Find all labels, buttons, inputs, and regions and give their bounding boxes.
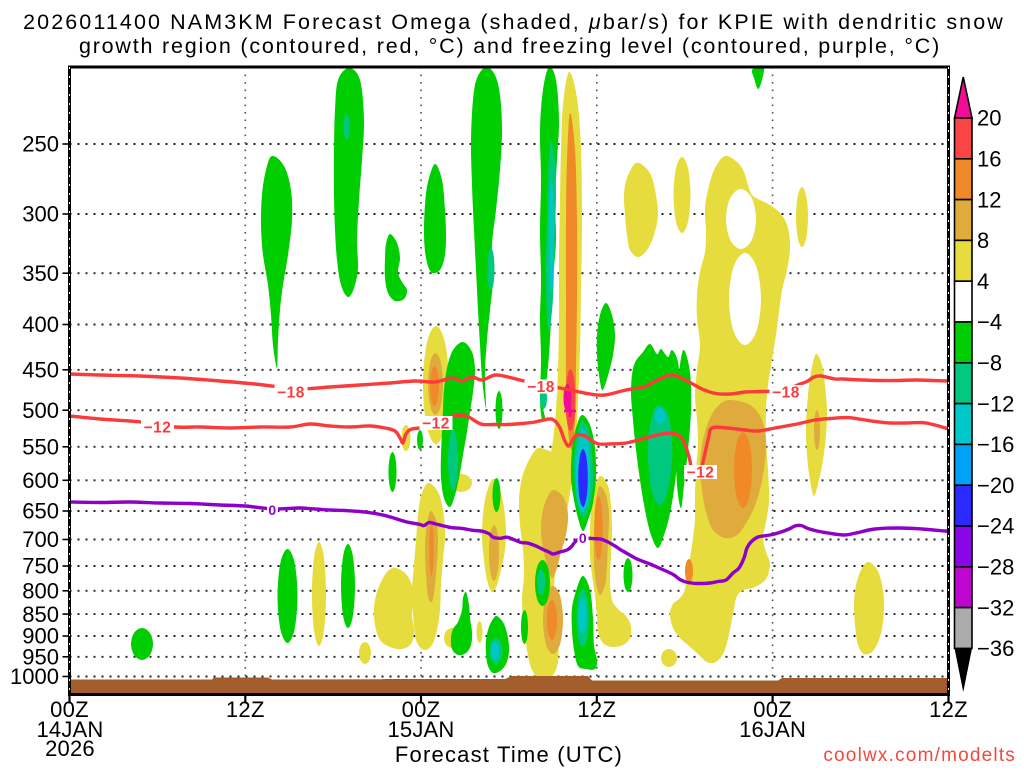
- svg-text:1000: 1000: [10, 664, 59, 689]
- svg-text:−12: −12: [422, 416, 450, 433]
- svg-text:−36: −36: [977, 636, 1014, 661]
- svg-text:300: 300: [22, 202, 59, 227]
- svg-text:−12: −12: [977, 391, 1014, 416]
- svg-text:350: 350: [22, 261, 59, 286]
- svg-text:12Z: 12Z: [577, 697, 616, 722]
- svg-text:00Z: 00Z: [402, 697, 441, 722]
- svg-text:0: 0: [579, 530, 587, 546]
- svg-text:2026: 2026: [45, 736, 95, 761]
- svg-text:−28: −28: [977, 555, 1014, 580]
- svg-text:00Z: 00Z: [50, 697, 89, 722]
- svg-text:−18: −18: [772, 385, 800, 402]
- svg-text:250: 250: [22, 132, 59, 157]
- svg-text:Forecast Time (UTC): Forecast Time (UTC): [395, 742, 623, 767]
- svg-text:850: 850: [22, 602, 59, 627]
- svg-text:12Z: 12Z: [226, 697, 265, 722]
- svg-text:−12: −12: [144, 420, 172, 437]
- svg-text:4: 4: [977, 269, 989, 294]
- svg-text:14JAN: 14JAN: [36, 717, 103, 742]
- svg-text:750: 750: [22, 554, 59, 579]
- svg-text:700: 700: [22, 527, 59, 552]
- svg-text:−4: −4: [977, 310, 1002, 335]
- svg-text:0: 0: [268, 502, 276, 518]
- svg-text:−16: −16: [977, 432, 1014, 457]
- svg-text:2026011400 NAM3KM Forecast Ome: 2026011400 NAM3KM Forecast Omega (shaded…: [23, 10, 1005, 34]
- svg-text:12Z: 12Z: [929, 697, 968, 722]
- svg-text:−32: −32: [977, 595, 1014, 620]
- svg-text:450: 450: [22, 358, 59, 383]
- svg-text:−20: −20: [977, 473, 1014, 498]
- svg-text:550: 550: [22, 435, 59, 460]
- svg-text:15JAN: 15JAN: [387, 717, 454, 742]
- svg-text:600: 600: [22, 468, 59, 493]
- svg-text:−8: −8: [977, 351, 1002, 376]
- svg-text:growth region (contoured, red,: growth region (contoured, red, °C) and f…: [79, 34, 941, 58]
- svg-text:950: 950: [22, 645, 59, 670]
- svg-text:800: 800: [22, 579, 59, 604]
- svg-text:900: 900: [22, 624, 59, 649]
- svg-text:20: 20: [977, 106, 1001, 131]
- svg-text:−18: −18: [277, 385, 305, 402]
- svg-text:16: 16: [977, 147, 1001, 172]
- svg-text:coolwx.com/modelts: coolwx.com/modelts: [823, 745, 1016, 766]
- svg-text:500: 500: [22, 398, 59, 423]
- svg-text:650: 650: [22, 499, 59, 524]
- svg-text:16JAN: 16JAN: [739, 717, 806, 742]
- svg-text:−24: −24: [977, 514, 1014, 539]
- svg-text:−12: −12: [687, 465, 715, 482]
- svg-text:00Z: 00Z: [753, 697, 792, 722]
- svg-text:8: 8: [977, 228, 989, 253]
- svg-text:400: 400: [22, 312, 59, 337]
- svg-text:−18: −18: [527, 379, 555, 396]
- svg-text:12: 12: [977, 187, 1001, 212]
